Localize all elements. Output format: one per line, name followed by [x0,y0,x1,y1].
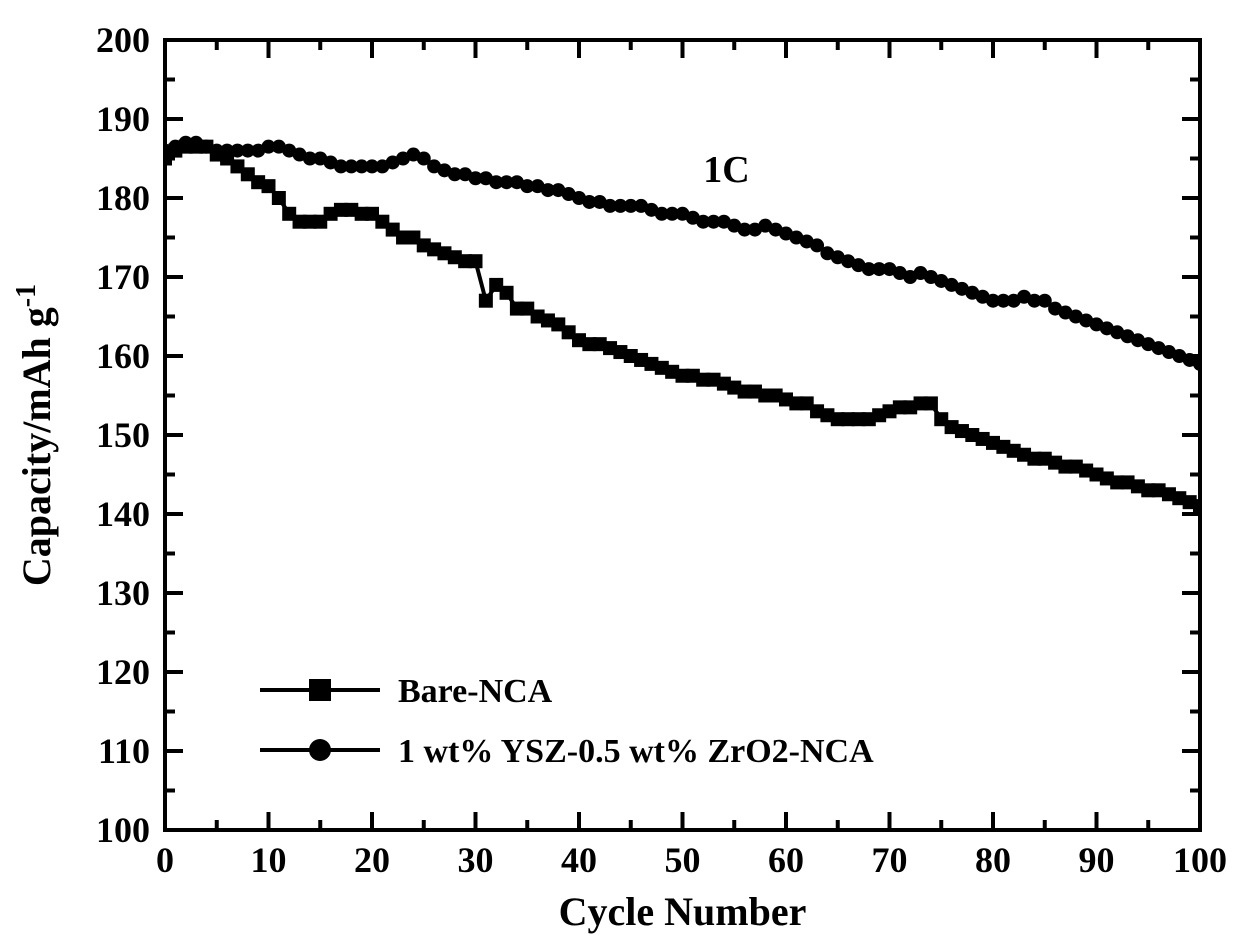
square-marker [500,286,514,300]
y-tick-label: 100 [96,810,150,850]
x-tick-label: 30 [458,840,494,880]
y-tick-label: 150 [96,415,150,455]
legend-label: Bare-NCA [398,673,553,710]
legend-circle-marker [309,739,331,761]
y-tick-label: 190 [96,99,150,139]
y-tick-label: 130 [96,573,150,613]
chart-container: 0 10 20 30 40 50 60 70 80 90 100 100 110 120 130 140 150… [0,0,1240,951]
y-tick-label: 140 [96,494,150,534]
square-marker [924,396,938,410]
y-tick-label: 120 [96,652,150,692]
x-tick-label: 40 [561,840,597,880]
x-tick-label: 0 [156,840,174,880]
x-tick-label: 60 [768,840,804,880]
y-tick-label: 170 [96,257,150,297]
x-tick-label: 70 [872,840,908,880]
x-tick-label: 80 [975,840,1011,880]
square-marker [272,191,286,205]
legend-label: 1 wt% YSZ-0.5 wt% ZrO2-NCA [398,733,874,770]
y-axis-label-group: Capacity/mAh g-1 [11,284,60,586]
y-tick-label: 160 [96,336,150,376]
square-marker [469,254,483,268]
x-axis-label: Cycle Number [559,889,807,934]
rate-annotation: 1C [703,149,749,191]
legend-square-marker [309,679,331,701]
x-tick-label: 20 [354,840,390,880]
y-axis-label: Capacity/mAh g-1 [11,284,60,586]
capacity-cycle-chart: 0 10 20 30 40 50 60 70 80 90 100 100 110 120 130 140 150… [0,0,1240,951]
x-tick-label: 10 [251,840,287,880]
x-tick-label: 50 [665,840,701,880]
x-tick-label: 100 [1173,840,1227,880]
y-tick-label: 180 [96,178,150,218]
x-tick-label: 90 [1079,840,1115,880]
y-tick-label: 110 [98,731,150,771]
square-marker [479,294,493,308]
y-tick-label: 200 [96,20,150,60]
